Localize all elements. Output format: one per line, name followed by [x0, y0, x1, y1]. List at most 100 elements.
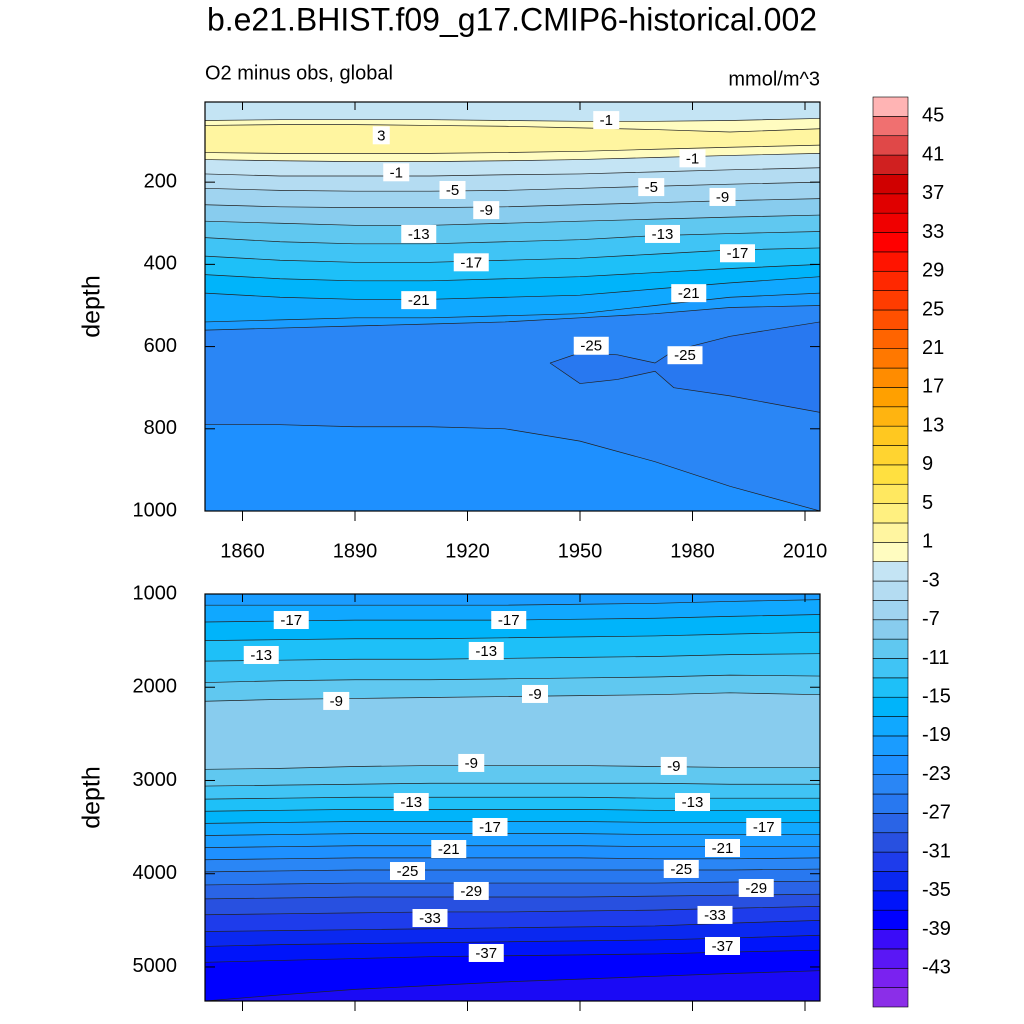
contour-label-box [401, 291, 437, 310]
contour-line [205, 198, 820, 208]
contour-label: -13 [652, 226, 674, 243]
contour-label: -17 [280, 612, 302, 629]
colorbar-label: 1 [922, 531, 933, 553]
contour-label: 3 [377, 127, 385, 144]
x-tick-label: 1860 [220, 540, 265, 562]
contour-band [205, 970, 820, 1001]
colorbar-box [872, 735, 909, 756]
contour-label-box [645, 224, 680, 243]
contour-line [205, 796, 820, 800]
contour-line [205, 674, 820, 683]
colorbar-box [872, 774, 909, 795]
contour-label: -37 [712, 938, 734, 955]
contour-line [205, 782, 820, 787]
contour-line [205, 305, 820, 331]
x-tick-label: 2010 [783, 540, 828, 562]
figure-title: b.e21.BHIST.f09_g17.CMIP6-historical.002 [207, 1, 817, 37]
contour-label-box [522, 684, 548, 703]
colorbar-box [872, 890, 909, 911]
contour-line [205, 144, 820, 154]
contour-label-box [473, 201, 500, 220]
contour-line [205, 857, 820, 861]
contour-label-box [593, 111, 620, 130]
colorbar-box [872, 793, 909, 814]
contour-label: -21 [712, 840, 734, 857]
colorbar-box [872, 542, 909, 562]
colorbar-label: 41 [922, 143, 944, 165]
contour-line [205, 949, 820, 963]
colorbar-box [872, 658, 909, 679]
colorbar-box [872, 600, 909, 621]
colorbar-label: 45 [922, 105, 944, 127]
contour-line [549, 362, 820, 413]
contour-line [205, 631, 820, 641]
colorbar-box [872, 638, 909, 659]
contour-label-box [697, 905, 733, 924]
colorbar-box [872, 580, 909, 601]
contour-label-box [638, 178, 665, 197]
contour-line [205, 124, 820, 133]
contour-label: -9 [528, 686, 541, 703]
colorbar-label: -35 [922, 879, 951, 901]
colorbar-box [872, 193, 909, 214]
colorbar-label: -3 [922, 569, 940, 591]
contour-label-box [273, 611, 309, 630]
contour-label-box [401, 224, 437, 243]
colorbar-box [872, 561, 909, 582]
colorbar-box [872, 619, 909, 640]
contour-label-box [720, 244, 755, 263]
colorbar-label: 9 [922, 453, 933, 475]
contour-label: -9 [480, 202, 493, 219]
contour-label: -29 [460, 883, 482, 900]
contour-label-box [323, 691, 350, 710]
y-tick-label: 2000 [133, 676, 178, 698]
colorbar-box [872, 270, 909, 291]
contour-label-box [660, 756, 687, 775]
contour-label: -25 [670, 861, 692, 878]
contour-label: -25 [674, 347, 696, 364]
colorbar-label: -43 [922, 957, 951, 979]
colorbar-box [872, 948, 909, 969]
contour-label-box [746, 818, 782, 837]
y-tick-label: 4000 [133, 862, 178, 884]
colorbar-box [872, 406, 909, 427]
colorbar-box [872, 871, 909, 892]
contour-label: -17 [753, 819, 775, 836]
colorbar-box [872, 212, 909, 233]
colorbar-box [872, 967, 909, 988]
contour-label: -1 [686, 150, 699, 167]
colorbar-box [872, 909, 909, 930]
contour-label-box [453, 881, 489, 900]
contour-label-box [667, 346, 703, 365]
contour-band [550, 321, 820, 413]
colorbar-box [872, 503, 909, 524]
colorbar-label: 29 [922, 260, 944, 282]
contour-label: -21 [438, 841, 460, 858]
colorbar-label: -15 [922, 685, 951, 707]
contour-label-box [412, 909, 448, 928]
x-tick-label: 1890 [333, 540, 378, 562]
contour-label: -1 [600, 112, 613, 129]
y-tick-label: 200 [144, 170, 177, 192]
contour-label: -9 [330, 693, 343, 710]
colorbar-label: 13 [922, 414, 944, 436]
contour-line [205, 214, 820, 226]
contour-label: -17 [460, 254, 482, 271]
x-tick-label: 1950 [558, 540, 603, 562]
colorbar-label: 25 [922, 298, 944, 320]
contour-label-box [705, 838, 740, 857]
contour-label: -21 [408, 292, 430, 309]
contour-label: -17 [727, 245, 749, 262]
colorbar-label: -23 [922, 763, 951, 785]
contour-line [205, 845, 820, 848]
contour-label: -13 [250, 647, 272, 664]
contour-line [205, 247, 820, 263]
units: mmol/m^3 [728, 68, 820, 90]
plot-frame [204, 593, 821, 1002]
colorbar-box [872, 348, 909, 369]
contour-line [205, 809, 820, 812]
colorbar-box [872, 290, 909, 311]
colorbar-label: -27 [922, 802, 951, 824]
contour-label-box [243, 645, 279, 664]
contour-label: -9 [667, 758, 680, 775]
